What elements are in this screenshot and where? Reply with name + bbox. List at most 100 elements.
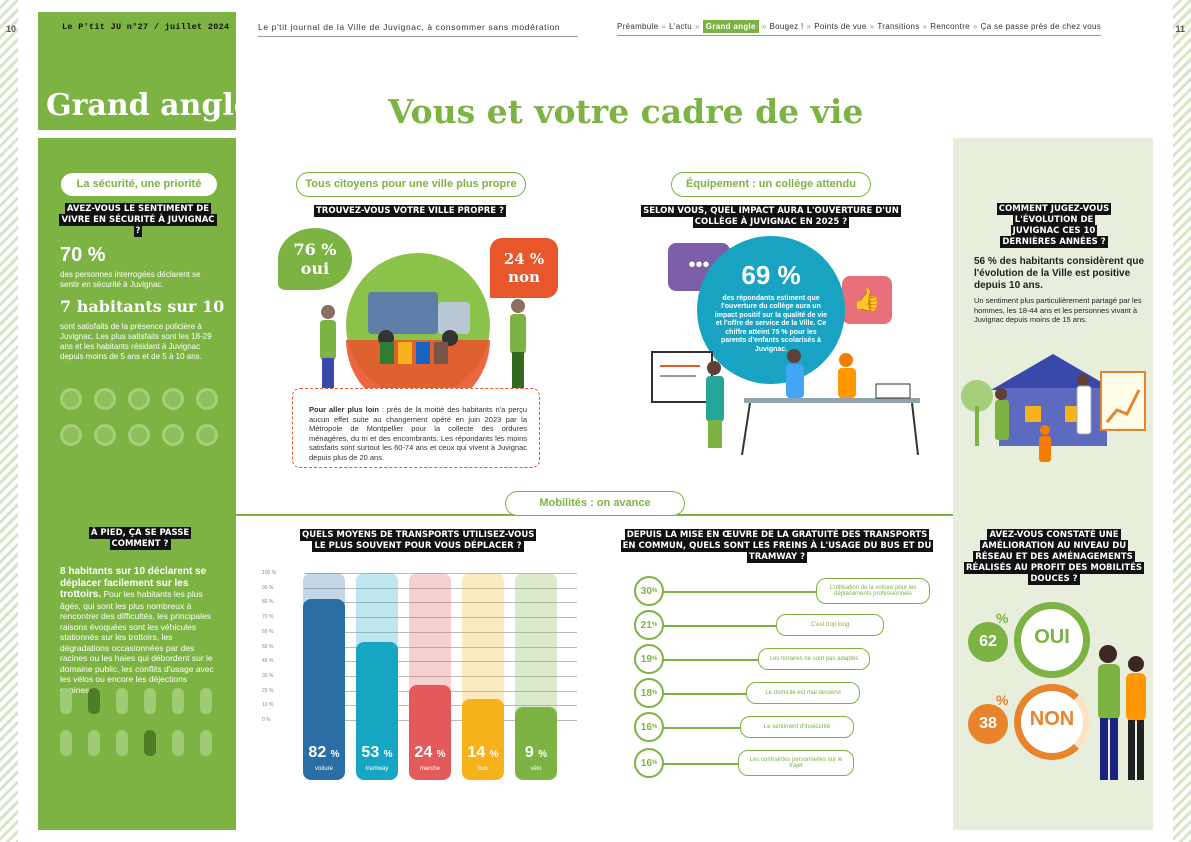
- bar-value-label: 14 %: [467, 743, 499, 761]
- bar-tramway: 53 % tramway: [356, 642, 398, 780]
- oui-label: oui: [300, 259, 330, 278]
- douces-unit: %: [996, 692, 1009, 708]
- footprint-icon: [200, 730, 212, 756]
- bin-icon: [434, 342, 448, 364]
- footprint-icon: [88, 730, 100, 756]
- chart-board-icon: [1100, 371, 1146, 431]
- bar-unit: %: [538, 748, 548, 760]
- douces-label: NON: [1029, 708, 1075, 730]
- section-nav: Préambule» L'actu» Grand angle» Bougez !» Po…: [617, 20, 1101, 36]
- page-number-right: 11: [1175, 24, 1185, 34]
- tick-label: 10 %: [262, 702, 274, 709]
- footprint-icon: [116, 730, 128, 756]
- nav-separator: »: [922, 22, 928, 31]
- gridline: [304, 675, 577, 677]
- tick-label: 30 %: [262, 672, 274, 679]
- securite-stat1-value: 70 %: [60, 244, 106, 266]
- bin-icon: [398, 342, 412, 364]
- police-icon: [60, 424, 82, 446]
- nav-item[interactable]: Bougez !: [769, 22, 804, 31]
- evolution-illustration: [961, 354, 1146, 462]
- tick-label: 70 %: [262, 614, 274, 621]
- nav-separator: »: [869, 22, 875, 31]
- footprint-icon: [144, 730, 156, 756]
- nav-item[interactable]: Points de vue: [814, 22, 867, 31]
- person-icon: [1099, 645, 1117, 663]
- left-panel: [38, 138, 236, 830]
- tick-label: 40 %: [262, 658, 274, 665]
- journal-tagline: Le p'tit journal de la Ville de Juvignac…: [258, 22, 578, 37]
- police-icons: [60, 388, 218, 446]
- frein-label: Le domicile est mal desservi: [746, 682, 860, 704]
- bar-marche: 24 % marche: [409, 684, 451, 780]
- frein-label: Les horaires ne sont pas adaptés: [758, 648, 870, 670]
- tick-label: 50 %: [262, 643, 274, 650]
- bar-unit: %: [436, 748, 446, 760]
- page-number-left: 10: [6, 24, 17, 34]
- college-illustration: [651, 349, 920, 456]
- douces-value: 62: [968, 622, 1008, 662]
- bar-unit: %: [330, 748, 340, 760]
- evolution-question: Comment jugez-vous l'évolution de Juvign…: [996, 203, 1112, 248]
- gridline: [304, 617, 577, 619]
- frein-label: Le sentiment d'insécurité: [740, 716, 854, 738]
- frein-unit: %: [651, 760, 658, 766]
- frein-label: C'est trop long: [776, 614, 884, 636]
- person-icon: [511, 299, 525, 313]
- police-icon: [94, 424, 116, 446]
- bar-vélo: 9 % vélo: [515, 706, 557, 780]
- footprint-icon: [200, 688, 212, 714]
- bar-voiture: 82 % voiture: [303, 599, 345, 780]
- person-icon: [787, 349, 801, 363]
- books-icon: [875, 383, 911, 399]
- bar-background: [462, 573, 504, 720]
- nav-item[interactable]: Rencontre: [930, 22, 970, 31]
- frein-label: Les contraintes personnelles sur le traj…: [738, 750, 854, 776]
- douces-value: 38: [968, 704, 1008, 744]
- footprint-icons: [60, 688, 212, 756]
- person-icon: [839, 353, 853, 367]
- tick-label: 0 %: [262, 717, 271, 723]
- nav-item[interactable]: Ça se passe près de chez vous: [980, 22, 1101, 31]
- bar-bus: 14 % bus: [462, 699, 504, 780]
- person-icon: [1128, 656, 1144, 672]
- bar-background: [515, 573, 557, 720]
- douces-question: Avez-vous constaté une amélioration au n…: [964, 529, 1144, 585]
- bin-icon: [416, 342, 430, 364]
- tick-label: 20 %: [262, 687, 274, 694]
- freins-question: Depuis la mise en œuvre de la gratuité d…: [620, 529, 934, 563]
- bar-unit: %: [383, 748, 393, 760]
- gridline: [304, 646, 577, 648]
- frein-unit: %: [651, 588, 658, 594]
- bar-value-label: 9 %: [524, 743, 548, 761]
- non-bubble: 24 % non: [490, 238, 558, 298]
- child-icon: [1040, 425, 1050, 435]
- frein-label: L'utilisation de la voiture pour les dép…: [816, 578, 930, 604]
- evolution-lead: 56 % des habitants considèrent que l'évo…: [974, 256, 1145, 291]
- thumbs-up-icon: 👍: [842, 276, 892, 324]
- frein-unit: %: [651, 724, 658, 730]
- police-icon: [196, 424, 218, 446]
- person-icon: [995, 388, 1007, 400]
- nav-item[interactable]: Préambule: [617, 22, 659, 31]
- frein-value: 21%: [634, 610, 664, 640]
- couple-illustration: [1098, 645, 1146, 780]
- nav-item[interactable]: Grand angle: [702, 20, 759, 33]
- truck-icon: [368, 292, 438, 334]
- douces-label: OUI: [1034, 626, 1070, 648]
- issue-label: Le P'tit JU n°27 / juillet 2024: [62, 22, 230, 32]
- gridline: [304, 631, 577, 633]
- page-edge-right: [1173, 0, 1191, 842]
- footprint-icon: [172, 730, 184, 756]
- frein-value: 16%: [634, 712, 664, 742]
- college-text: des répondants estiment que l'ouverture …: [714, 294, 828, 353]
- police-icon: [128, 388, 150, 410]
- nav-item[interactable]: Transitions: [877, 22, 920, 31]
- page-title: Vous et votre cadre de vie: [388, 92, 864, 131]
- nav-item[interactable]: L'actu: [669, 22, 693, 31]
- police-icon: [94, 388, 116, 410]
- bar-category-label: tramway: [365, 765, 389, 772]
- page-edge-left: [0, 0, 18, 842]
- tick-label: 80 %: [262, 599, 274, 606]
- douces-unit: %: [996, 610, 1009, 626]
